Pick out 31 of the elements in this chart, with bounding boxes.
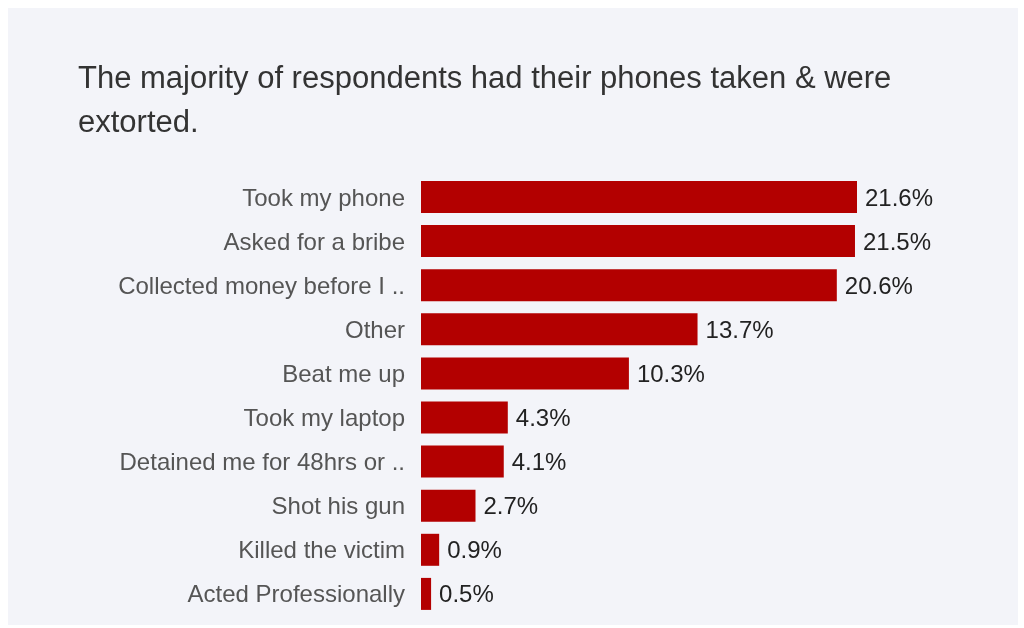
bar [421, 577, 432, 610]
bar [421, 401, 508, 434]
y-tick-label: Acted Professionally [187, 580, 405, 608]
data-label: 10.3% [636, 359, 705, 387]
data-label: 4.1% [511, 448, 567, 476]
bar [421, 269, 837, 302]
y-tick-label: Asked for a bribe [223, 227, 405, 255]
y-tick-label: Other [344, 315, 405, 343]
bar [421, 489, 476, 522]
y-tick-label: Took my phone [242, 183, 405, 211]
bar [421, 313, 698, 346]
data-label: 21.5% [862, 227, 932, 255]
bar [421, 225, 855, 258]
y-tick-label: Shot his gun [271, 492, 405, 520]
bar [421, 533, 440, 566]
y-tick-label: Took my laptop [243, 404, 405, 432]
data-label: 20.6% [844, 271, 913, 299]
data-label: 4.3% [515, 404, 571, 432]
bar [421, 181, 857, 213]
data-label: 21.6% [865, 183, 934, 211]
data-label: 0.5% [439, 580, 494, 608]
bar [421, 445, 504, 478]
y-tick-label: Collected money before I .. [118, 271, 405, 299]
bar [421, 357, 629, 390]
y-tick-label: Killed the victim [238, 536, 405, 564]
chart-title: The majority of respondents had their phones taken & were extorted. [78, 59, 893, 141]
data-label: 0.9% [447, 536, 502, 564]
data-label: 13.7% [705, 315, 774, 343]
y-tick-label: Beat me up [282, 359, 405, 387]
y-tick-label: Detained me for 48hrs or .. [119, 448, 405, 476]
data-label: 2.7% [483, 492, 539, 520]
